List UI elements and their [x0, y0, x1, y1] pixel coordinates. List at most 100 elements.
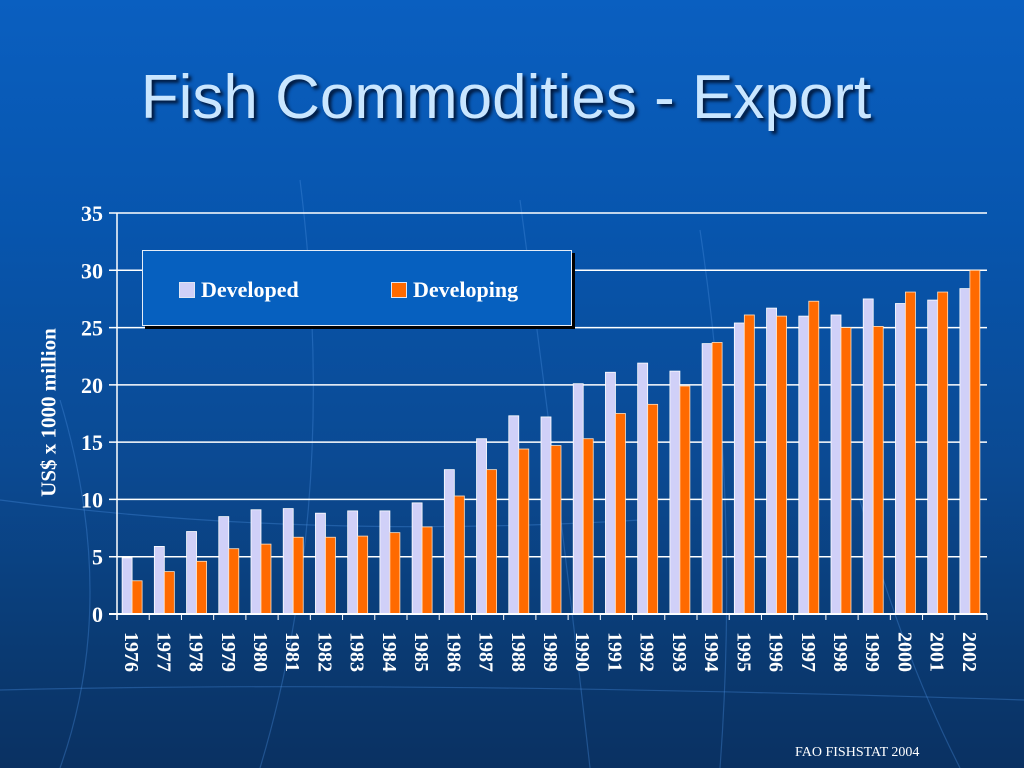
bar-developed [733, 322, 745, 615]
x-tick-label: 1986 [442, 632, 464, 672]
x-tick-label: 1994 [700, 632, 722, 672]
y-tick-label: 15 [81, 430, 103, 455]
y-tick-label: 10 [81, 487, 103, 512]
x-tick-label: 1990 [571, 632, 593, 672]
legend-label-developing: Developing [413, 277, 519, 302]
x-tick-label: 2001 [926, 632, 948, 672]
legend-item-developed: Developed [179, 277, 299, 303]
bar-developing [969, 269, 981, 615]
bar-developed [282, 508, 294, 615]
bar-developed [959, 288, 971, 615]
bar-developed [315, 512, 326, 615]
y-tick-label: 5 [92, 545, 103, 570]
bar-developed [605, 371, 616, 615]
y-tick-label: 20 [81, 373, 103, 398]
x-tick-label: 1997 [797, 632, 819, 672]
x-tick-label: 1998 [829, 632, 851, 672]
bar-developed [572, 383, 584, 615]
bar-developing [292, 536, 304, 615]
source-footer: FAO FISHSTAT 2004 [795, 745, 920, 760]
bar-developed [218, 516, 230, 615]
x-tick-label: 1981 [281, 632, 303, 672]
x-tick-label: 1979 [217, 632, 239, 672]
bar-developed [766, 307, 777, 615]
bar-developed [798, 315, 810, 615]
bar-developing [937, 291, 949, 615]
x-tick-label: 1995 [732, 632, 754, 672]
bar-developed [927, 299, 939, 615]
bar-developed [830, 314, 842, 615]
x-tick-label: 2000 [893, 632, 915, 672]
x-tick-label: 1992 [636, 632, 658, 672]
bar-developing [196, 560, 207, 615]
chart-legend: Developed Developing [142, 250, 572, 326]
bar-developing [518, 448, 530, 615]
bar-developing [228, 548, 240, 615]
bar-developing [357, 535, 369, 615]
y-tick-label: 35 [81, 201, 103, 226]
x-tick-label: 1988 [507, 632, 529, 672]
bar-developing [163, 571, 175, 615]
bar-developed [186, 531, 197, 615]
x-tick-label: 1977 [152, 632, 174, 672]
bar-developing [582, 438, 594, 615]
x-tick-label: 1987 [475, 632, 497, 672]
bar-developing [615, 413, 626, 615]
x-tick-label: 1999 [861, 632, 883, 672]
bar-developing [260, 543, 272, 615]
x-tick-label: 1976 [120, 632, 142, 672]
bar-developing [840, 327, 852, 615]
legend-swatch-developed [179, 282, 195, 298]
bar-developed [476, 438, 487, 615]
x-tick-label: 1989 [539, 632, 561, 672]
bar-developing [325, 536, 336, 615]
x-tick-label: 1982 [313, 632, 335, 672]
bar-developed [411, 502, 423, 615]
bar-developing [808, 300, 820, 615]
bar-developing [421, 526, 433, 615]
bar-developing [131, 580, 143, 615]
bar-developed [153, 546, 165, 615]
bar-developed [669, 370, 681, 615]
bar-developing [486, 469, 497, 615]
bar-developing [647, 403, 659, 615]
bar-developed [862, 298, 874, 615]
bar-developed [379, 510, 391, 615]
bar-developing [905, 291, 916, 615]
bar-developing [550, 445, 562, 615]
x-tick-label: 2002 [958, 632, 980, 672]
bar-developing [872, 326, 884, 615]
x-tick-label: 1983 [346, 632, 368, 672]
bar-developing [711, 342, 723, 615]
x-tick-label: 1991 [603, 632, 625, 672]
bar-developed [347, 510, 359, 615]
bar-developed [508, 415, 520, 615]
bar-developing [389, 532, 401, 615]
bar-developing [776, 315, 787, 615]
y-tick-label: 25 [81, 316, 103, 341]
bar-developed [637, 362, 649, 615]
legend-label-developed: Developed [201, 277, 299, 302]
bar-developed [895, 303, 906, 615]
bar-developing [679, 385, 691, 615]
bar-developed [540, 416, 552, 615]
bar-developed [443, 469, 455, 615]
x-tick-label: 1984 [378, 632, 400, 672]
x-tick-label: 1980 [249, 632, 271, 672]
legend-item-developing: Developing [391, 277, 518, 303]
x-tick-label: 1978 [185, 632, 207, 672]
y-tick-label: 0 [92, 602, 103, 627]
bar-developed [701, 343, 713, 615]
slide-title: Fish Commodities - Export [140, 63, 872, 132]
bar-developing [743, 314, 755, 615]
x-tick-label: 1996 [765, 632, 787, 672]
y-axis-label: US$ x 1000 million [36, 328, 61, 497]
bar-developing [453, 495, 465, 615]
y-tick-label: 30 [81, 258, 103, 283]
bar-developed [250, 509, 262, 615]
bar-developed [121, 557, 133, 615]
legend-swatch-developing [391, 282, 407, 298]
x-tick-label: 1993 [668, 632, 690, 672]
x-tick-label: 1985 [410, 632, 432, 672]
